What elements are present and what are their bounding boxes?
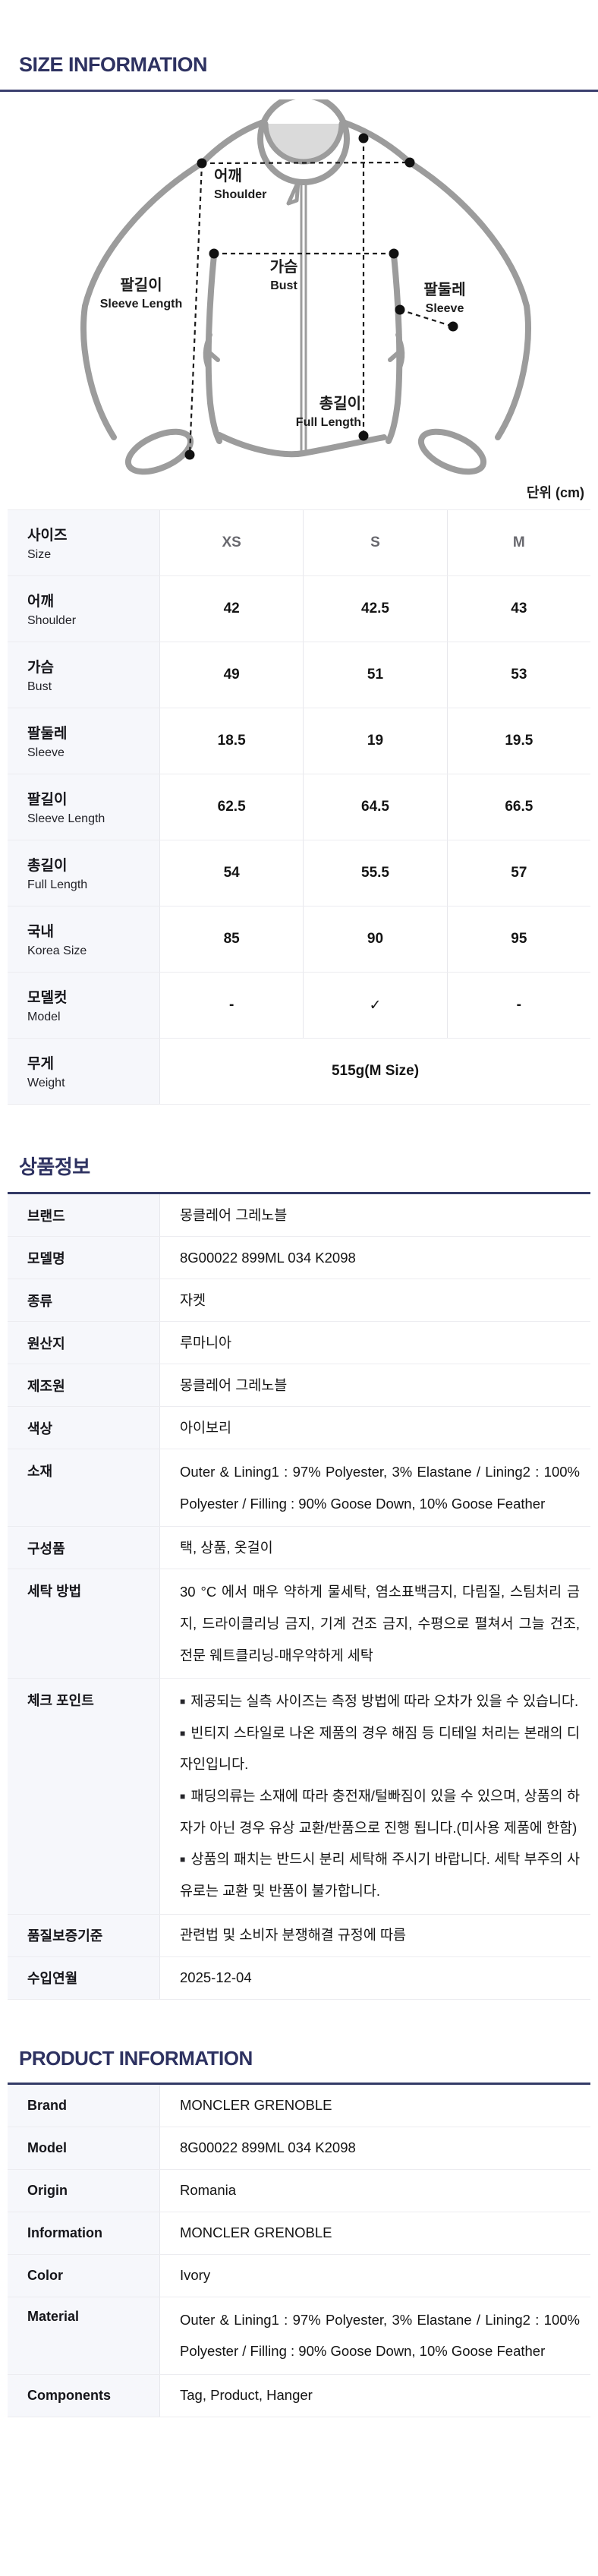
product-info-en-table: Brand MONCLER GRENOBLE Model 8G00022 899… — [8, 2082, 590, 2417]
info-row-components-en: Components Tag, Product, Hanger — [8, 2374, 590, 2417]
size-table-header-label: 사이즈 Size — [8, 510, 159, 575]
info-row-quality-standard: 품질보증기준 관련법 및 소비자 분쟁해결 규정에 따름 — [8, 1914, 590, 1957]
info-row-components-ko: 구성품 택, 상품, 옷걸이 — [8, 1527, 590, 1570]
info-row-import-date: 수입연월 2025-12-04 — [8, 1956, 590, 2000]
diagram-label-bust: 가슴 Bust — [269, 259, 298, 292]
info-row-information-en: Information MONCLER GRENOBLE — [8, 2212, 590, 2255]
table-row-shoulder: 어깨 Shoulder 42 42.5 43 — [8, 576, 590, 642]
info-row-check-points: 체크 포인트 ■ 제공되는 실측 사이즈는 측정 방법에 따라 오차가 있을 수 … — [8, 1679, 590, 1915]
product-info-ko-title: 상품정보 — [19, 1156, 90, 1178]
info-row-material-en: Material Outer & Lining1 : 97% Polyester… — [8, 2297, 590, 2375]
size-column-s: S — [303, 510, 446, 575]
product-info-en-title: PRODUCT INFORMATION — [19, 2046, 253, 2070]
diagram-label-sleeve: 팔둘레 Sleeve — [423, 282, 466, 315]
model-cut-m: - — [446, 973, 590, 1038]
jacket-outline-icon — [80, 99, 531, 475]
info-row-manufacturer-ko: 제조원 몽클레어 그레노블 — [8, 1364, 590, 1407]
product-info-ko-table: 브랜드 몽클레어 그레노블 모델명 8G00022 899ML 034 K209… — [8, 1192, 590, 2000]
check-point-list: ■ 제공되는 실측 사이즈는 측정 방법에 따라 오차가 있을 수 있습니다. ■… — [159, 1679, 590, 1914]
unit-note: 단위 (cm) — [526, 485, 584, 500]
info-row-material-ko: 소재 Outer & Lining1 : 97% Polyester, 3% E… — [8, 1449, 590, 1528]
info-row-model-ko: 모델명 8G00022 899ML 034 K2098 — [8, 1237, 590, 1279]
size-column-xs: XS — [159, 510, 303, 575]
size-section-divider — [0, 90, 598, 92]
info-row-color-ko: 색상 아이보리 — [8, 1407, 590, 1449]
table-row-sleeve: 팔둘레 Sleeve 18.5 19 19.5 — [8, 708, 590, 774]
info-row-brand-en: Brand MONCLER GRENOBLE — [8, 2084, 590, 2127]
info-row-color-en: Color Ivory — [8, 2254, 590, 2297]
info-row-brand-ko: 브랜드 몽클레어 그레노블 — [8, 1194, 590, 1237]
size-table-header-row: 사이즈 Size XS S M — [8, 510, 590, 576]
table-row-sleeve-length: 팔길이 Sleeve Length 62.5 64.5 66.5 — [8, 774, 590, 840]
square-bullet-icon: ■ — [180, 1854, 186, 1865]
table-row-full-length: 총길이 Full Length 54 55.5 57 — [8, 840, 590, 906]
info-row-washing: 세탁 방법 30 °C 에서 매우 약하게 물세탁, 염소표백금지, 다림질, … — [8, 1569, 590, 1679]
check-point-item: ■ 제공되는 실측 사이즈는 측정 방법에 따라 오차가 있을 수 있습니다. — [180, 1693, 579, 1710]
info-row-origin-ko: 원산지 루마니아 — [8, 1322, 590, 1364]
diagram-label-full-length: 총길이 Full Length — [295, 396, 361, 429]
model-cut-check: ✓ — [303, 973, 446, 1038]
diagram-label-sleeve-length: 팔길이 Sleeve Length — [99, 277, 183, 311]
table-row-korea-size: 국내 Korea Size 85 90 95 — [8, 906, 590, 973]
info-row-type-ko: 종류 자켓 — [8, 1279, 590, 1322]
jacket-measurement-diagram: 어깨 Shoulder 가슴 Bust 팔길이 Sleeve Length 팔둘… — [64, 99, 534, 479]
model-cut-xs: - — [159, 973, 303, 1038]
square-bullet-icon: ■ — [180, 1791, 186, 1802]
size-table: 사이즈 Size XS S M 어깨 Shoulder 42 42.5 43 가… — [8, 509, 590, 1105]
weight-value: 515g(M Size) — [159, 1039, 590, 1104]
check-point-item: ■ 빈티지 스타일로 나온 제품의 경우 해짐 등 디테일 처리는 본래의 디자인… — [180, 1724, 580, 1773]
check-point-item: ■ 상품의 패치는 반드시 분리 세탁해 주시기 바랍니다. 세탁 부주의 사유로… — [180, 1851, 580, 1899]
table-row-weight: 무게 Weight 515g(M Size) — [8, 1039, 590, 1105]
table-row-bust: 가슴 Bust 49 51 53 — [8, 642, 590, 708]
square-bullet-icon: ■ — [180, 1696, 186, 1707]
table-row-model: 모델컷 Model - ✓ - — [8, 973, 590, 1039]
info-row-model-en: Model 8G00022 899ML 034 K2098 — [8, 2127, 590, 2170]
size-column-m: M — [446, 510, 590, 575]
square-bullet-icon: ■ — [180, 1727, 186, 1739]
check-point-item: ■ 패딩의류는 소재에 따라 충전재/털빠짐이 있을 수 있으며, 상품의 하자가… — [180, 1788, 580, 1836]
diagram-label-shoulder: 어깨 Shoulder — [214, 168, 267, 201]
info-row-origin-en: Origin Romania — [8, 2169, 590, 2212]
size-information-title: SIZE INFORMATION — [19, 53, 208, 76]
